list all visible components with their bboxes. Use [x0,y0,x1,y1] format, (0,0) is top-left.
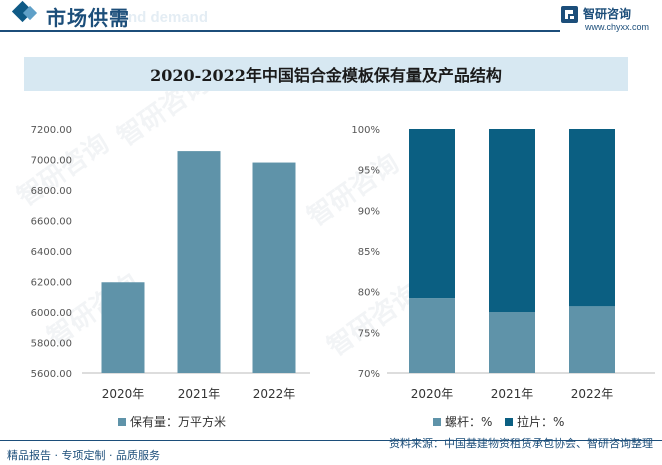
y-tick-label: 6000.00 [31,308,72,319]
legend-label: 保有量：万平方米 [130,414,226,429]
chart-title: 2020-2022年中国铝合金模板保有量及产品结构 [150,66,502,85]
bar-segment-pull [569,129,615,307]
brand-name: 智研咨询 [583,7,632,21]
y-tick-label: 7000.00 [31,156,72,167]
x-tick-label: 2022年 [253,387,296,401]
legend-swatch [433,418,441,426]
y-tick-label: 90% [358,206,380,217]
y-tick-label: 6200.00 [31,278,72,289]
x-tick-label: 2022年 [571,387,614,401]
y-tick-label: 6400.00 [31,247,72,258]
section-ghost-text: nd demand [128,9,209,26]
bar-segment-pull [489,129,535,312]
bar [177,151,221,373]
y-tick-label: 100% [351,125,380,136]
y-tick-label: 6600.00 [31,217,72,228]
y-tick-label: 85% [358,247,380,258]
footer-slogan: 精品报告 · 专项定制 · 品质服务 [7,449,160,462]
chart-title-bar: 2020-2022年中国铝合金模板保有量及产品结构 [24,57,628,91]
y-tick-label: 95% [358,166,380,177]
bar-segment-screw [489,312,535,373]
section-title: 市场供需 [46,6,130,30]
legend-swatch [118,418,126,426]
y-tick-label: 5800.00 [31,339,72,350]
bar [252,162,296,373]
y-tick-label: 6800.00 [31,186,72,197]
brand-logo-icon [561,6,578,23]
y-tick-label: 75% [358,328,380,339]
y-tick-label: 5600.00 [31,369,72,380]
y-tick-label: 7200.00 [31,125,72,136]
x-tick-label: 2021年 [178,387,221,401]
x-tick-label: 2020年 [102,387,145,401]
legend-swatch [505,418,513,426]
y-tick-label: 70% [358,369,380,380]
page-header: 市场供需 nd demand 智研咨询 www.chyxx.com [0,0,662,36]
header-divider [0,30,560,32]
x-tick-label: 2021年 [491,387,534,401]
bar-segment-screw [569,306,615,373]
footer-source: 资料来源：中国基建物资租赁承包协会、智研咨询整理 [389,437,653,450]
legend-label: 拉片：% [517,414,564,429]
x-tick-label: 2020年 [411,387,454,401]
brand-url: www.chyxx.com [585,22,650,32]
bar-segment-screw [409,298,455,373]
footer-divider [0,440,662,441]
legend-label: 螺杆：% [445,415,492,429]
bar-segment-pull [409,129,455,299]
bar [101,282,145,373]
y-tick-label: 80% [358,288,380,299]
